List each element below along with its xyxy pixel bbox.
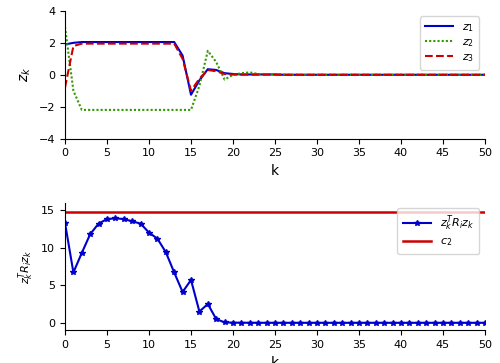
$z_3$ [163,41,169,46]
$z_2$ [163,108,169,112]
$z_1$ [79,40,85,44]
$z_1$ [163,40,169,44]
$z_2$ [373,73,379,77]
$z_3$ [474,73,480,77]
$z_k^T R_i z_k$ [112,216,118,220]
$z_2$ [348,73,354,77]
Line: $z_3$: $z_3$ [65,44,485,91]
$z_1$ [356,73,362,77]
$z_3$ [62,85,68,90]
X-axis label: k: k [271,164,279,178]
$z_k^T R_i z_k$ [196,309,202,314]
X-axis label: k: k [271,356,279,363]
Legend: $z_k^T R_i z_k$, $c_2$: $z_k^T R_i z_k$, $c_2$ [398,208,479,254]
$z_k^T R_i z_k$ [62,221,68,225]
$z_1$ [188,93,194,97]
$z_k^T R_i z_k$ [482,321,488,325]
Line: $z_2$: $z_2$ [65,27,485,110]
$z_1$ [482,73,488,77]
$z_2$ [474,73,480,77]
$z_k^T R_i z_k$ [356,321,362,325]
$z_k^T R_i z_k$ [205,302,211,306]
$z_k^T R_i z_k$ [272,321,278,325]
$z_1$ [381,73,387,77]
$z_3$ [381,73,387,77]
$z_3$ [482,73,488,77]
$z_3$ [79,41,85,46]
$z_k^T R_i z_k$ [163,250,169,254]
$c_2$ [70,209,76,214]
$z_3$ [205,68,211,72]
$z_3$ [188,89,194,93]
Legend: $z_1$, $z_2$, $z_3$: $z_1$, $z_2$, $z_3$ [420,16,480,70]
$z_2$ [196,84,202,88]
$z_3$ [356,73,362,77]
$z_2$ [79,108,85,112]
Line: $z_1$: $z_1$ [65,42,485,95]
Line: $z_k^T R_i z_k$: $z_k^T R_i z_k$ [62,216,488,326]
$z_2$ [482,73,488,77]
Y-axis label: $z_k^T R_i z_k$: $z_k^T R_i z_k$ [16,249,36,284]
Y-axis label: $z_k$: $z_k$ [19,67,33,82]
$z_1$ [205,67,211,72]
$z_2$ [62,25,68,29]
$c_2$ [62,209,68,214]
$z_1$ [474,73,480,77]
$z_2$ [205,49,211,53]
$z_1$ [213,68,219,72]
$z_1$ [62,42,68,46]
$z_3$ [213,69,219,73]
$z_k^T R_i z_k$ [381,321,387,325]
$z_k^T R_i z_k$ [474,321,480,325]
